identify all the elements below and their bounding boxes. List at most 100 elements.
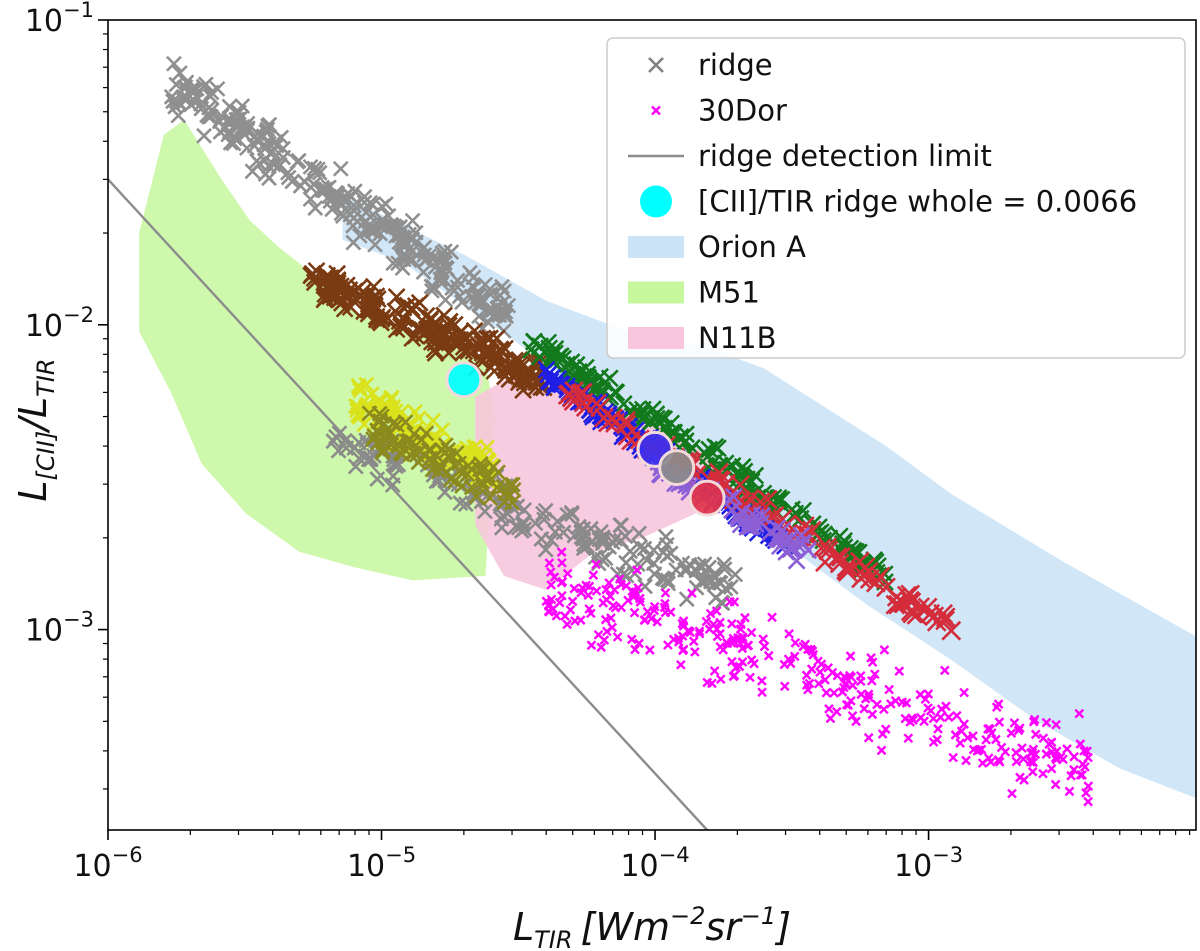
point-30dor [894, 666, 905, 676]
point-olive [375, 442, 391, 458]
point-30dor [991, 734, 1001, 745]
point-30dor [815, 667, 825, 678]
point-ridge-upper [483, 302, 500, 319]
point-30dor [1069, 764, 1079, 775]
point-brown [449, 335, 468, 353]
legend-label-n11b: N11B [698, 321, 777, 355]
point-yellow [459, 440, 475, 457]
point-30dor [1082, 746, 1093, 757]
point-30dor [557, 557, 567, 568]
point-30dor [649, 605, 659, 616]
point-30dor [941, 701, 951, 712]
point-30dor [825, 713, 836, 724]
point-ridge-lower [536, 511, 552, 528]
legend-marker-cii-tir-ridge-whole-0-0066 [640, 185, 672, 218]
point-ridge-lower [594, 529, 611, 546]
point-yellow [363, 386, 380, 403]
point-30dor [709, 666, 720, 676]
point-30dor [616, 602, 627, 613]
point-red [573, 392, 594, 413]
point-30dor [803, 684, 813, 695]
point-olive [474, 462, 491, 479]
point-ridge-lower [707, 589, 724, 606]
point-30dor [928, 737, 939, 747]
point-30dor [1074, 708, 1085, 719]
legend-marker-30dor [651, 105, 661, 116]
point-30dor [737, 632, 748, 642]
point-ridge-upper [270, 158, 287, 175]
highlight-ridge-whole [445, 361, 483, 399]
point-ridge-upper [497, 303, 514, 320]
point-30dor [968, 731, 978, 741]
point-30dor [950, 730, 961, 740]
point-30dor [715, 617, 725, 628]
point-30dor [705, 608, 716, 619]
point-30dor [1079, 746, 1089, 756]
point-ridge-lower [631, 525, 647, 542]
point-ridge-lower [514, 516, 531, 533]
point-30dor [876, 745, 887, 756]
point-30dor [562, 568, 573, 579]
point-brown [469, 335, 488, 354]
point-30dor [928, 713, 939, 724]
point-violet [793, 533, 812, 552]
point-30dor [1050, 779, 1061, 790]
point-ridge-upper [290, 152, 307, 169]
point-ridge-lower [331, 425, 348, 442]
point-30dor [813, 678, 824, 689]
point-30dor [901, 698, 912, 708]
detection-limit-line [108, 178, 708, 830]
point-green [700, 440, 719, 459]
point-ridge-lower [716, 561, 733, 577]
point-30dor [634, 638, 644, 649]
point-30dor [1051, 719, 1061, 730]
point-brown [410, 293, 429, 312]
point-ridge-upper [167, 98, 184, 115]
legend-label-m51: M51 [698, 276, 760, 310]
axis-ticks: 10−6 10−5 10−4 10−3 10−3 10−2 10−1 [25, 0, 1191, 884]
point-ridge-lower [656, 571, 673, 588]
point-yellow [369, 394, 385, 410]
point-30dor [560, 611, 570, 621]
point-30dor [832, 670, 843, 681]
point-30dor [1030, 729, 1041, 740]
point-ridge-upper [391, 234, 408, 251]
point-30dor [1015, 723, 1025, 733]
point-30dor [1000, 746, 1011, 757]
point-ridge-upper [183, 82, 200, 99]
point-yellow [350, 377, 367, 394]
point-30dor [790, 637, 801, 648]
point-30dor [633, 583, 644, 593]
point-30dor [678, 621, 689, 631]
legend-marker-orion-a [628, 236, 684, 258]
point-ridge-lower [535, 505, 551, 522]
point-ridge-lower [477, 503, 493, 520]
point-30dor [1028, 716, 1039, 727]
point-brown [387, 320, 406, 339]
point-ridge-upper [464, 278, 481, 295]
point-30dor [867, 709, 878, 720]
point-30dor [586, 640, 597, 651]
point-ridge-upper [449, 272, 466, 289]
point-brown [325, 288, 344, 307]
point-ridge-upper [481, 281, 498, 298]
plot-frame [107, 19, 1197, 831]
point-olive [402, 446, 418, 463]
point-brown [471, 330, 490, 349]
point-ridge-upper [367, 236, 383, 253]
point-red [941, 620, 962, 641]
point-yellow [401, 415, 418, 432]
point-ridge-upper [196, 127, 212, 144]
point-red [865, 572, 886, 593]
point-ridge-upper [329, 192, 346, 209]
point-ridge-lower [681, 556, 698, 573]
legend-label-ridge-detection-limit: ridge detection limit [698, 139, 992, 173]
point-violet [799, 541, 818, 560]
point-30dor [584, 604, 595, 614]
point-30dor [596, 642, 607, 653]
point-green [706, 437, 725, 456]
point-red [616, 410, 636, 431]
point-30dor [1011, 747, 1021, 758]
point-30dor [1044, 739, 1054, 749]
point-30dor [623, 595, 633, 606]
